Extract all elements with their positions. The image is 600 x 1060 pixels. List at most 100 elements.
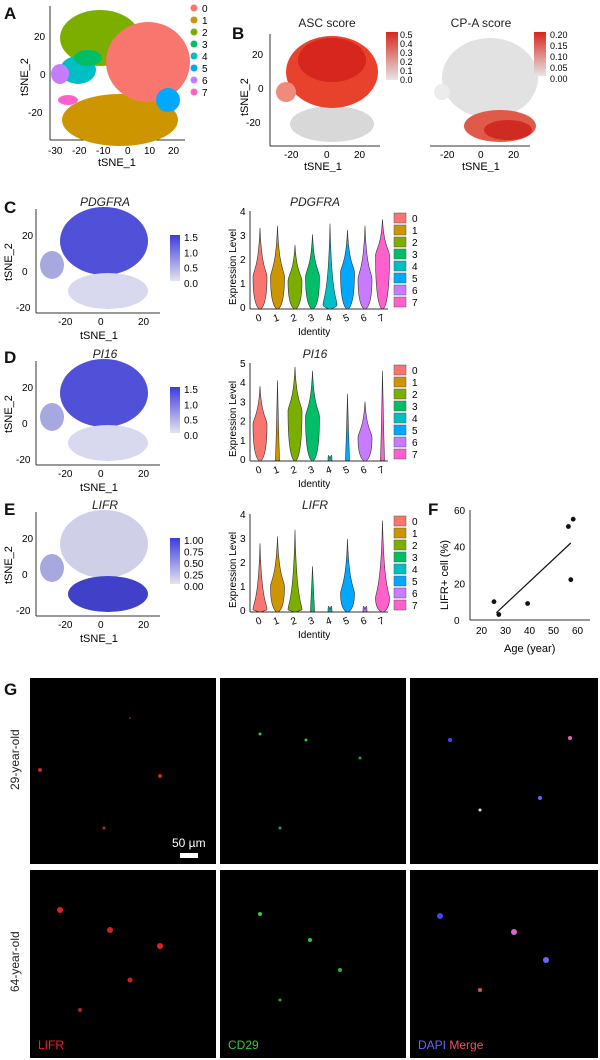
channel-label-dapi: DAPI bbox=[418, 1038, 447, 1052]
violin-1 bbox=[270, 536, 285, 613]
identity-legend-swatch bbox=[393, 224, 407, 236]
violin-0 bbox=[252, 543, 268, 613]
scale-bar bbox=[180, 853, 198, 858]
tick-label: 20 bbox=[454, 579, 466, 590]
colorbar-tick: 1.5 bbox=[184, 233, 198, 244]
identity-tick: 0 bbox=[254, 464, 263, 476]
legend-swatch bbox=[190, 16, 198, 24]
identity-tick: 2 bbox=[289, 312, 298, 324]
gene-title: PDGFRA bbox=[79, 195, 130, 209]
tick-label: -20 bbox=[72, 146, 87, 157]
tick-label: 20 bbox=[34, 32, 46, 43]
axis-label: tSNE_1 bbox=[80, 633, 118, 645]
tick-label: 10 bbox=[144, 146, 156, 157]
violin-gene-title: PDGFRA bbox=[289, 195, 340, 209]
tick-label: 2 bbox=[240, 255, 246, 266]
axis-label: tSNE_2 bbox=[3, 243, 15, 281]
tick-label: 0 bbox=[98, 620, 104, 631]
colorbar-tick: 0.1 bbox=[400, 66, 413, 76]
panel-b-asc-plot: tSNE_2 tSNE_1 20 0 -20 -20 0 20 0.5 0.4 … bbox=[240, 30, 413, 172]
tick-label: -20 bbox=[284, 150, 299, 161]
tick-label: 20 bbox=[252, 50, 264, 61]
tsne-blob-left bbox=[40, 554, 64, 582]
axis-label: tSNE_1 bbox=[304, 161, 342, 172]
violin-1 bbox=[275, 380, 280, 462]
panel-e-letter: E bbox=[4, 500, 16, 519]
identity-tick: 2 bbox=[289, 464, 298, 476]
panel-d-row: PI16 PI16 tSNE_2 tSNE_1 20 0 -20 -20 0 20 1.5 1.0 0.… bbox=[0, 347, 430, 497]
axis-label: Expression Level bbox=[228, 532, 239, 608]
identity-legend-label: 2 bbox=[412, 541, 418, 552]
tick-label: -20 bbox=[440, 150, 455, 161]
cluster-blobs bbox=[51, 10, 190, 146]
identity-legend-label: 3 bbox=[412, 553, 418, 564]
tick-label: 0 bbox=[258, 84, 264, 95]
tick-label: 20 bbox=[22, 231, 34, 242]
legend-label: 5 bbox=[202, 64, 208, 75]
cd29-signal bbox=[258, 732, 362, 830]
fit-line bbox=[495, 542, 572, 614]
panel-c-row: PDGFRA PDGFRA tSNE_2 tSNE_1 20 0 -20 -20 0 20 1.5 1… bbox=[0, 195, 430, 345]
identity-legend-label: 6 bbox=[412, 589, 418, 600]
violin-4 bbox=[322, 223, 338, 310]
colorbar-tick: 1.0 bbox=[184, 248, 198, 259]
tick-label: 0 bbox=[240, 455, 246, 466]
legend-swatch bbox=[190, 4, 198, 12]
identity-legend-label: 5 bbox=[412, 577, 418, 588]
axis-label: tSNE_2 bbox=[3, 546, 15, 584]
identity-tick: 1 bbox=[272, 615, 281, 627]
identity-tick: 3 bbox=[307, 312, 316, 324]
identity-legend-swatch bbox=[393, 272, 407, 284]
legend-label: 4 bbox=[202, 52, 208, 63]
tsne-blob-bottom bbox=[68, 425, 148, 461]
axis-label: Age (year) bbox=[504, 643, 555, 655]
identity-tick: 3 bbox=[307, 615, 316, 627]
violin-5 bbox=[340, 230, 355, 310]
tick-label: 2 bbox=[240, 417, 246, 428]
micro-29-merge bbox=[410, 678, 598, 864]
tick-label: 0 bbox=[240, 303, 246, 314]
tick-label: 20 bbox=[22, 534, 34, 545]
tsne-blob-bottom bbox=[68, 273, 148, 309]
channel-label-lifr: LIFR bbox=[38, 1038, 65, 1052]
channel-label-cd29: CD29 bbox=[228, 1038, 259, 1052]
axis-label: Identity bbox=[298, 479, 330, 490]
row-label-29: 29-year-old bbox=[8, 729, 22, 790]
data-point bbox=[496, 612, 502, 617]
identity-tick: 2 bbox=[289, 615, 298, 627]
tick-label: 20 bbox=[22, 383, 34, 394]
merge-signal bbox=[437, 913, 549, 992]
identity-legend-swatch bbox=[393, 296, 407, 308]
identity-tick: 0 bbox=[254, 615, 263, 627]
axis-label: tSNE_1 bbox=[80, 330, 118, 342]
legend-swatch bbox=[190, 52, 198, 60]
panel-e-row: LIFR LIFR tSNE_2 tSNE_1 20 0 -20 -20 0 20 1.00 0.75… bbox=[0, 498, 430, 648]
violin-3 bbox=[310, 566, 315, 613]
axis-label: tSNE_1 bbox=[80, 482, 118, 494]
violin-5 bbox=[345, 393, 350, 462]
cd29-signal bbox=[258, 912, 342, 1002]
tick-label: 20 bbox=[354, 150, 366, 161]
tick-label: 1 bbox=[240, 279, 246, 290]
identity-tick: 6 bbox=[359, 615, 368, 627]
tick-label: 1 bbox=[240, 582, 246, 593]
legend-swatch bbox=[190, 88, 198, 96]
colorbar-tick: 1.00 bbox=[184, 536, 204, 547]
colorbar-tick: 0.5 bbox=[184, 416, 198, 427]
tick-label: 0 bbox=[22, 570, 28, 581]
violin-6 bbox=[362, 606, 368, 613]
identity-legend-swatch bbox=[393, 599, 407, 611]
gene-title: PI16 bbox=[92, 347, 118, 361]
data-point bbox=[570, 516, 576, 522]
tick-label: -20 bbox=[16, 606, 31, 617]
identity-legend-swatch bbox=[393, 575, 407, 587]
tick-label: 50 bbox=[548, 626, 560, 637]
tick-label: 0 bbox=[125, 146, 131, 157]
micro-29-lifr bbox=[30, 678, 216, 864]
data-point bbox=[525, 601, 530, 606]
legend-label: 7 bbox=[202, 88, 208, 99]
identity-legend-label: 4 bbox=[412, 414, 418, 425]
tsne-blob-bottom bbox=[68, 576, 148, 612]
